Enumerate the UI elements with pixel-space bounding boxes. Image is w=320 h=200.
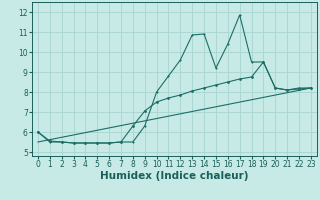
X-axis label: Humidex (Indice chaleur): Humidex (Indice chaleur) [100,171,249,181]
